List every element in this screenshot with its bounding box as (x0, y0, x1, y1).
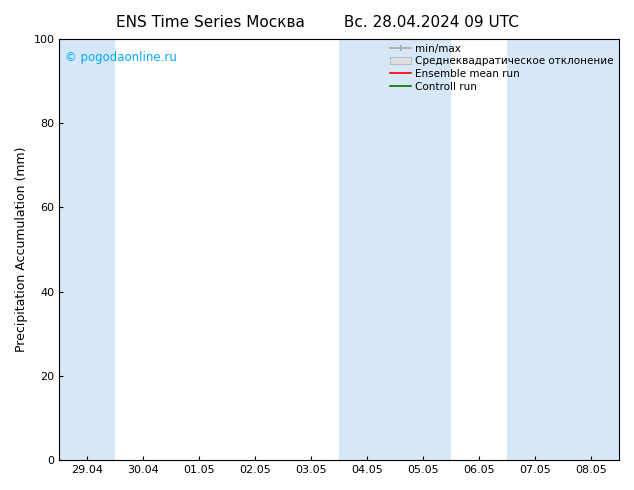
Bar (507, 39, 619, 460)
Text: © pogodaonline.ru: © pogodaonline.ru (65, 51, 177, 64)
Text: ENS Time Series Москва        Вс. 28.04.2024 09 UTC: ENS Time Series Москва Вс. 28.04.2024 09… (115, 15, 519, 30)
Bar (339, 39, 451, 460)
Y-axis label: Precipitation Accumulation (mm): Precipitation Accumulation (mm) (15, 147, 28, 352)
Bar (60, 39, 115, 460)
Legend: min/max, Среднеквадратическое отклонение, Ensemble mean run, Controll run: min/max, Среднеквадратическое отклонение… (388, 42, 616, 94)
